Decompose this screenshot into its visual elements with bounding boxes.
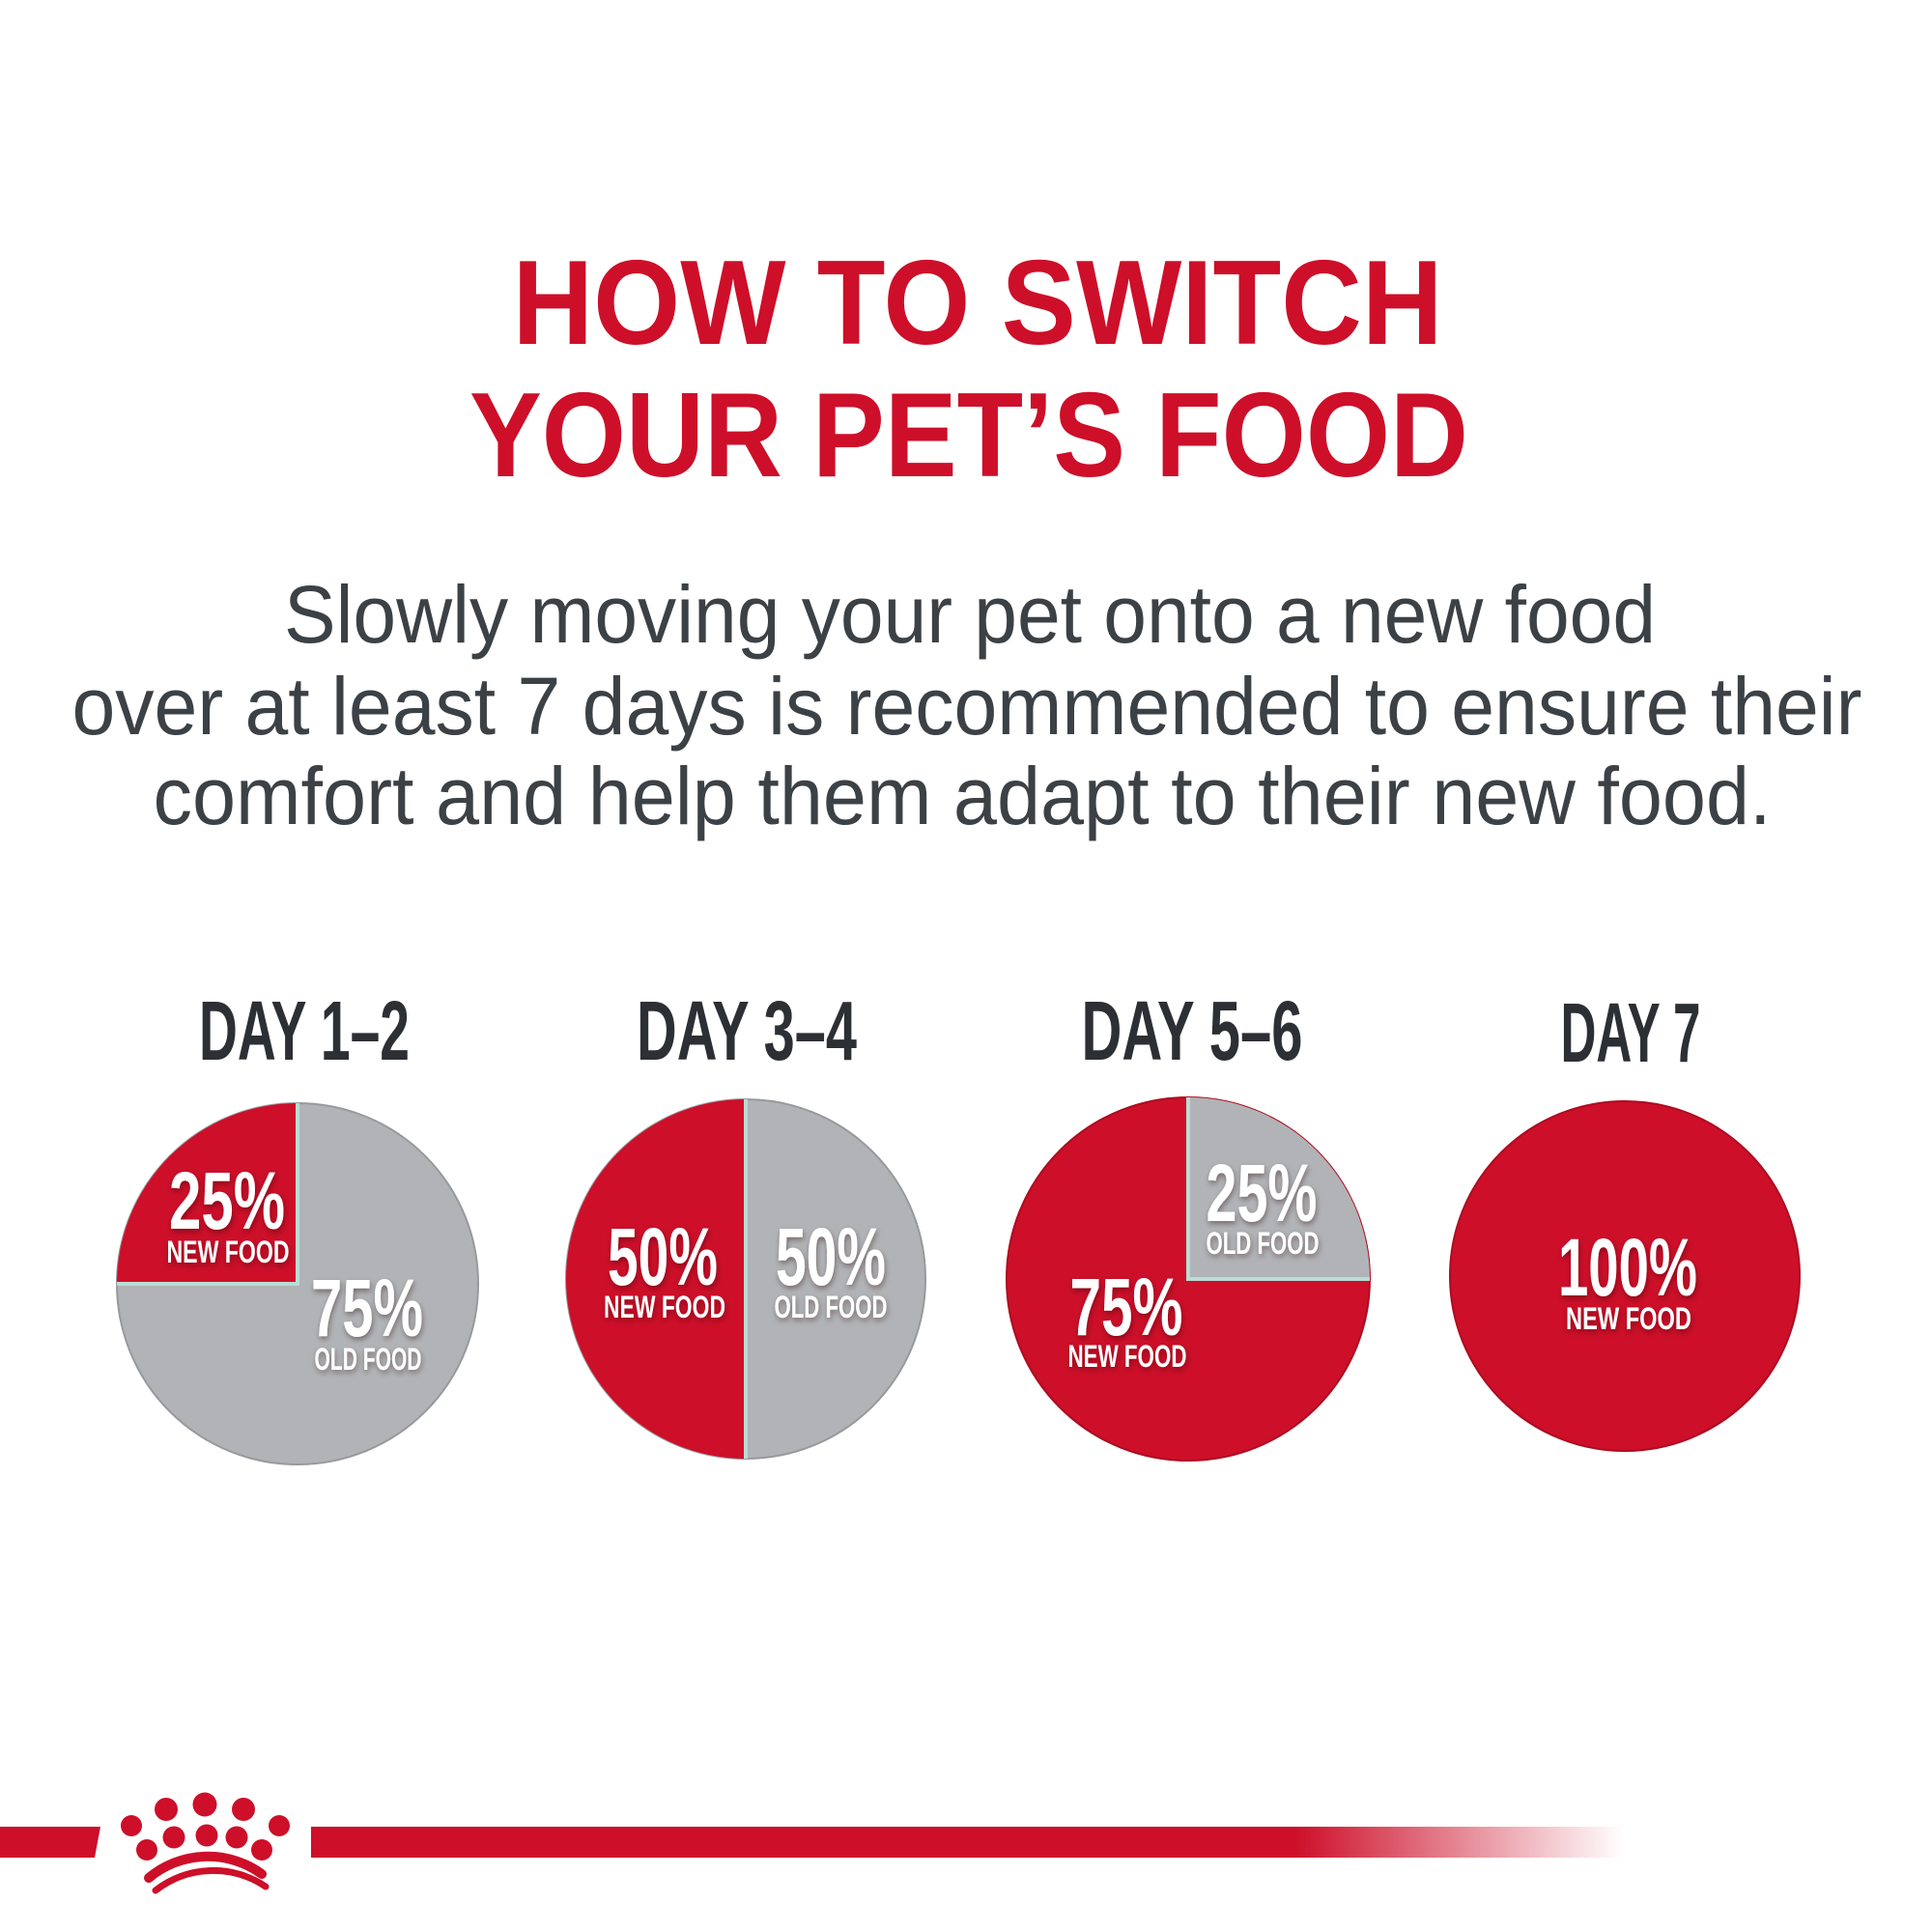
svg-text:75%: 75% <box>1070 1262 1183 1352</box>
svg-text:DAY 7: DAY 7 <box>1561 986 1701 1080</box>
svg-text:100%: 100% <box>1558 1222 1697 1313</box>
svg-text:over at least 7 days is recomm: over at least 7 days is recommended to e… <box>72 661 1862 752</box>
svg-text:OLD FOOD: OLD FOOD <box>1207 1226 1320 1261</box>
svg-text:YOUR PET’S FOOD: YOUR PET’S FOOD <box>469 369 1468 502</box>
svg-text:NEW FOOD: NEW FOOD <box>1566 1301 1691 1336</box>
svg-text:NEW FOOD: NEW FOOD <box>604 1290 725 1324</box>
svg-text:25%: 25% <box>169 1155 285 1246</box>
svg-text:75%: 75% <box>311 1263 423 1353</box>
svg-text:DAY 1–2: DAY 1–2 <box>199 984 410 1078</box>
svg-text:NEW FOOD: NEW FOOD <box>167 1235 290 1269</box>
svg-text:50%: 50% <box>608 1211 718 1302</box>
svg-text:NEW FOOD: NEW FOOD <box>1068 1339 1187 1374</box>
svg-text:comfort and help them adapt to: comfort and help them adapt to their new… <box>154 751 1772 841</box>
svg-text:25%: 25% <box>1207 1148 1318 1238</box>
svg-text:HOW TO SWITCH: HOW TO SWITCH <box>513 237 1443 370</box>
svg-text:Slowly moving your pet onto a: Slowly moving your pet onto a new food <box>284 569 1656 660</box>
svg-text:DAY 5–6: DAY 5–6 <box>1082 984 1303 1078</box>
svg-text:OLD FOOD: OLD FOOD <box>315 1342 422 1377</box>
svg-text:DAY 3–4: DAY 3–4 <box>637 984 857 1078</box>
svg-text:OLD FOOD: OLD FOOD <box>775 1290 888 1324</box>
svg-text:50%: 50% <box>776 1211 886 1302</box>
